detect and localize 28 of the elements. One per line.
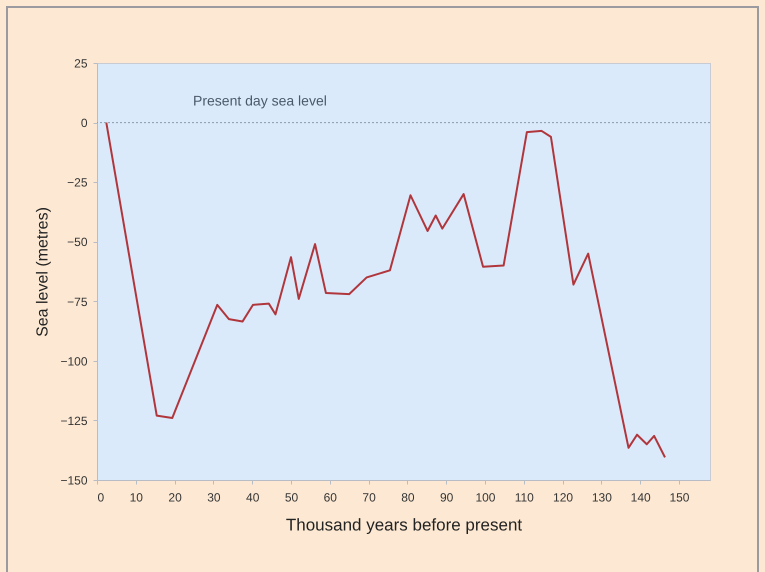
- x-tick-label: 110: [514, 490, 534, 504]
- x-tick-label: 140: [630, 490, 651, 504]
- x-tick-label: 70: [362, 490, 376, 504]
- y-tick-label: −100: [60, 354, 88, 368]
- x-tick-label: 120: [553, 490, 574, 504]
- x-tick-label: 50: [284, 490, 298, 504]
- y-tick-label: −75: [67, 294, 88, 309]
- x-tick-label: 30: [207, 490, 221, 504]
- x-axis-title: Thousand years before present: [286, 516, 522, 534]
- x-tick-label: 130: [592, 490, 612, 504]
- y-tick-label: −150: [60, 474, 88, 488]
- y-axis-title: Sea level (metres): [34, 207, 52, 337]
- x-tick-label: 0: [98, 490, 104, 504]
- x-tick-label: 40: [246, 490, 260, 504]
- x-tick-label: 100: [475, 490, 496, 504]
- y-tick-label: 0: [80, 116, 88, 130]
- x-tick-label: 10: [130, 490, 144, 504]
- y-tick-label: −125: [60, 414, 88, 428]
- ref-line-label: Present day sea level: [193, 92, 327, 109]
- x-tick-label: 90: [440, 490, 454, 504]
- x-tick-label: 80: [401, 490, 415, 504]
- y-tick-label: 25: [74, 56, 88, 70]
- y-tick-label: −50: [67, 235, 88, 250]
- x-tick-label: 20: [168, 490, 182, 504]
- line-series: [105, 122, 666, 458]
- x-tick-label: 150: [669, 490, 690, 504]
- x-tick-label: 60: [324, 490, 338, 504]
- y-tick-label: −25: [67, 176, 88, 190]
